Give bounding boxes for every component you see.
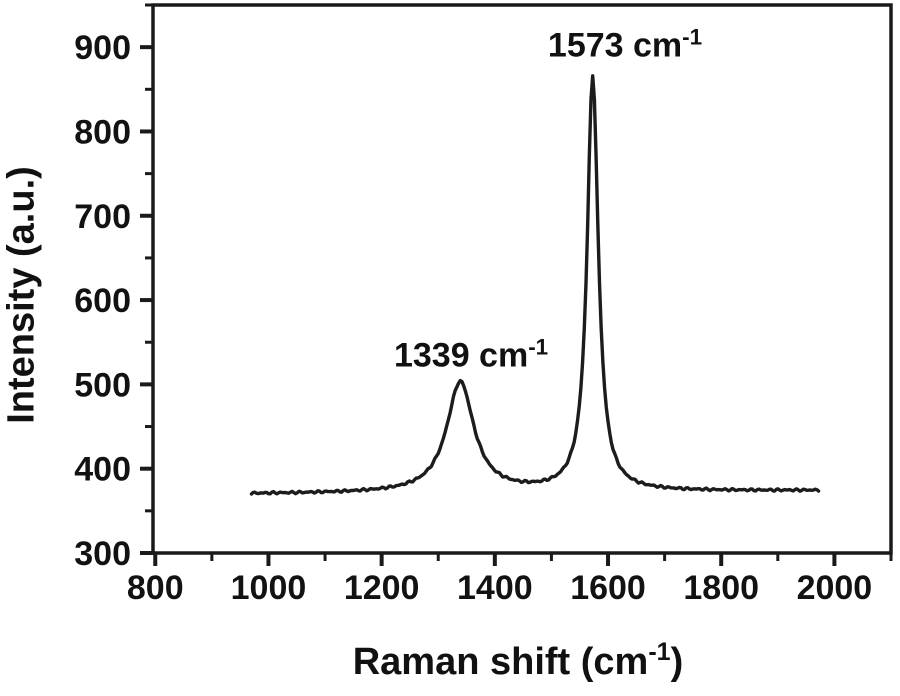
y-tick-label: 900 bbox=[74, 29, 131, 67]
peak-annotation-text: 1573 cm bbox=[547, 27, 683, 66]
y-tick-label: 400 bbox=[74, 451, 131, 489]
y-tick-label: 300 bbox=[74, 535, 131, 573]
peak-annotation: 1573 cm-1 bbox=[548, 25, 702, 66]
x-tick-label: 1200 bbox=[344, 569, 420, 607]
x-tick-label: 800 bbox=[127, 569, 184, 607]
x-axis-title-close: ) bbox=[670, 640, 684, 683]
y-axis-title-text: Intensity (a.u.) bbox=[0, 166, 43, 424]
y-tick-label: 800 bbox=[74, 113, 131, 151]
x-tick-label: 1800 bbox=[683, 569, 759, 607]
peak-annotation-sup: -1 bbox=[528, 334, 549, 360]
x-tick-label: 1400 bbox=[457, 569, 533, 607]
x-tick-label: 2000 bbox=[797, 569, 873, 607]
spectrum-line bbox=[249, 74, 821, 496]
y-tick-label: 700 bbox=[74, 198, 131, 236]
x-tick-label: 1000 bbox=[231, 569, 307, 607]
y-axis-title: Intensity (a.u.) bbox=[1, 166, 44, 424]
x-axis-title-sup: -1 bbox=[648, 638, 671, 667]
peak-annotation-sup: -1 bbox=[682, 24, 703, 50]
x-axis-title-text: Raman shift (cm bbox=[352, 640, 649, 683]
x-tick-label: 1600 bbox=[570, 569, 646, 607]
x-axis-title: Raman shift (cm-1) bbox=[353, 638, 684, 684]
peak-annotation-text: 1339 cm bbox=[393, 336, 529, 375]
y-tick-label: 600 bbox=[74, 282, 131, 320]
y-tick-label: 500 bbox=[74, 366, 131, 404]
peak-annotation: 1339 cm-1 bbox=[394, 334, 548, 375]
plot-frame bbox=[151, 3, 893, 555]
